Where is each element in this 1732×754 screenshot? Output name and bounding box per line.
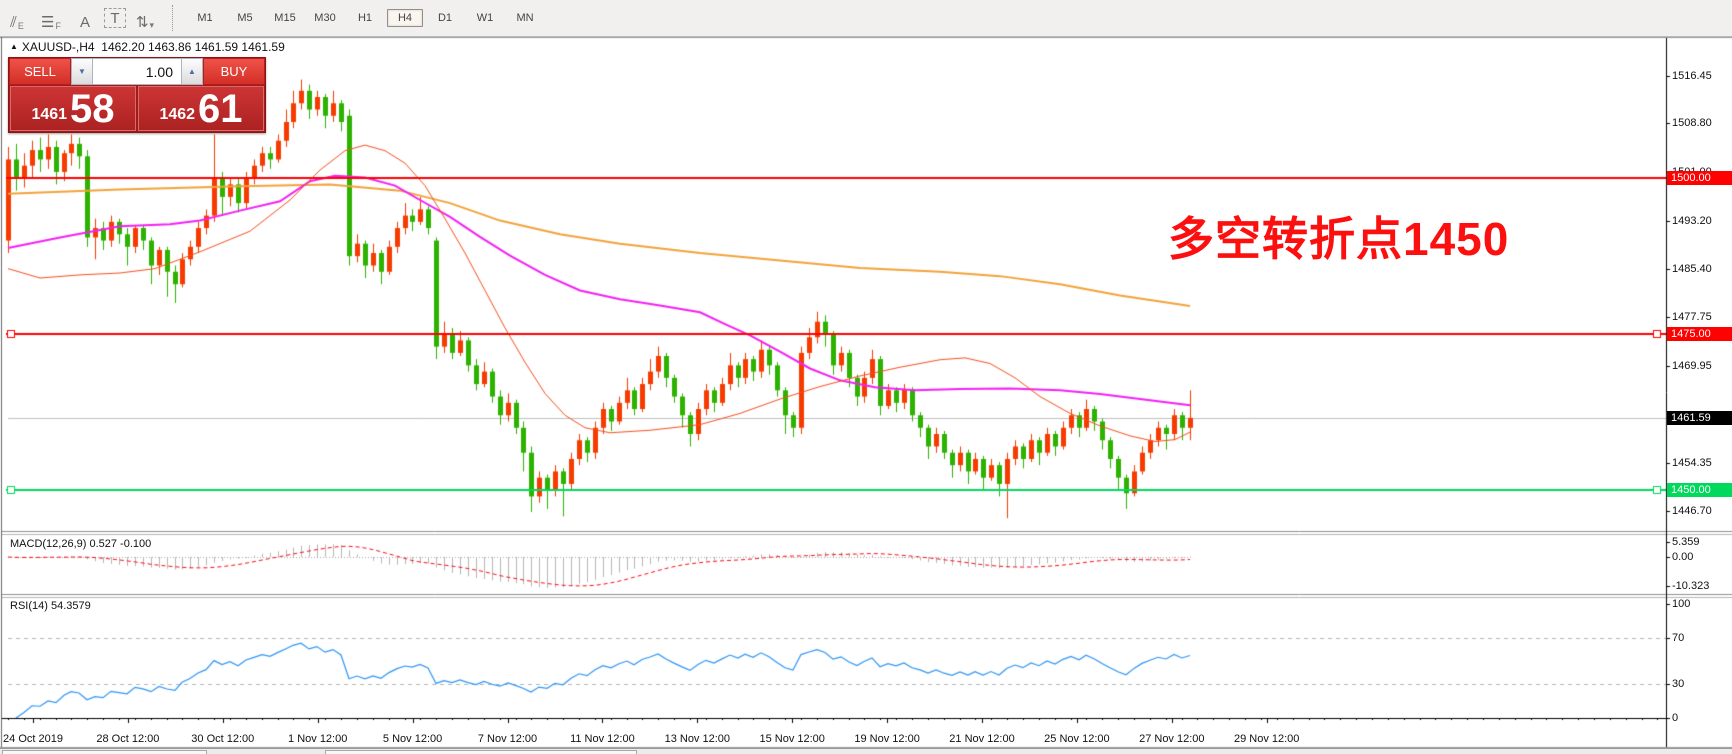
chart-symbol-title[interactable]: ▲ XAUUSD-,H4 1462.20 1463.86 1461.59 1461… xyxy=(10,40,285,54)
volume-increase-button[interactable]: ▲ xyxy=(181,58,203,85)
sell-price-small: 1461 xyxy=(31,106,68,123)
buy-price-big: 61 xyxy=(198,87,243,131)
fibonacci-icon[interactable]: ☰ F xyxy=(36,5,66,31)
buy-price-small: 1462 xyxy=(159,106,196,123)
timeframe-button-w1[interactable]: W1 xyxy=(476,12,494,24)
chart-tab[interactable] xyxy=(325,750,637,754)
top-toolbar: ⫽ E ☰ F A T ⇅ ▾ M1 M5 M15 M30 H1 H4 D1 W1 MN xyxy=(0,0,1732,37)
timeframe-button-m30[interactable]: M30 xyxy=(314,12,336,24)
macd-indicator-label: MACD(12,26,9) 0.527 -0.100 xyxy=(10,538,152,550)
timeframe-button-d1[interactable]: D1 xyxy=(437,12,453,24)
icon-glyph: ⇅ xyxy=(135,14,149,31)
icon-glyph: A xyxy=(79,14,90,31)
sell-price-box[interactable]: 1461 58 xyxy=(10,86,136,131)
one-click-trading-panel: SELL ▼ 1.00 ▲ BUY 1461 58 1462 61 xyxy=(8,57,266,133)
shapes-dropdown-icon[interactable]: ⇅ ▾ xyxy=(130,5,160,31)
text-icon[interactable]: A xyxy=(70,5,100,31)
chart-annotation-text[interactable]: 多空转折点1450 xyxy=(1168,213,1510,265)
timeframe-button-h1[interactable]: H1 xyxy=(357,12,373,24)
rsi-indicator-label: RSI(14) 54.3579 xyxy=(10,600,91,612)
timeframe-button-mn[interactable]: MN xyxy=(516,12,534,24)
text-label-icon[interactable]: T xyxy=(104,8,126,28)
timeframe-button-m5[interactable]: M5 xyxy=(237,12,253,24)
buy-button[interactable]: BUY xyxy=(203,58,265,85)
sell-price-big: 58 xyxy=(70,87,115,131)
icon-glyph: T xyxy=(110,9,120,27)
crosshair-lines-icon[interactable]: ⫽ E xyxy=(2,5,32,31)
icon-glyph: ☰ xyxy=(41,14,55,31)
timeframe-button-m1[interactable]: M1 xyxy=(197,12,213,24)
toolbar-separator xyxy=(172,5,179,31)
icon-glyph: ⫽ xyxy=(10,14,17,31)
volume-decrease-button[interactable]: ▼ xyxy=(71,58,93,85)
icon-sub: E xyxy=(17,21,24,31)
timeframe-button-h4[interactable]: H4 xyxy=(387,9,423,27)
caret-down-icon: ▾ xyxy=(149,20,155,30)
chart-tab[interactable] xyxy=(2,750,207,754)
collapse-arrow-icon[interactable]: ▲ xyxy=(10,42,18,51)
timeframe-button-group: M1 M5 M15 M30 H1 H4 D1 W1 MN xyxy=(185,9,545,27)
icon-sub: F xyxy=(55,21,61,31)
timeframe-button-m15[interactable]: M15 xyxy=(274,12,296,24)
window-bottom-strip xyxy=(0,748,1732,754)
buy-price-box[interactable]: 1462 61 xyxy=(138,86,264,131)
symbol-ohlc-text: XAUUSD-,H4 1462.20 1463.86 1461.59 1461.… xyxy=(21,40,285,54)
sell-button[interactable]: SELL xyxy=(9,58,71,85)
volume-input[interactable]: 1.00 xyxy=(93,58,181,85)
